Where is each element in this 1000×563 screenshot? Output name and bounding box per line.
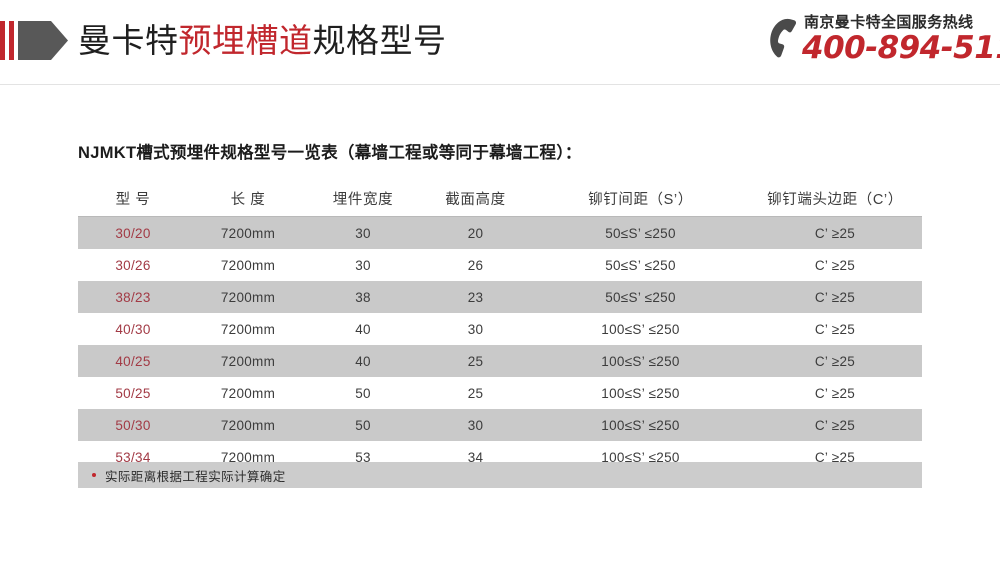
cell-edge: C’ ≥25: [748, 313, 922, 345]
table-body: 30/20 7200mm 30 20 50≤S’ ≤250 C’ ≥25 30/…: [78, 216, 922, 474]
page-title-highlight: 预埋槽道: [178, 22, 313, 59]
header-divider: [0, 84, 1000, 85]
table-row: 30/26 7200mm 30 26 50≤S’ ≤250 C’ ≥25: [78, 249, 922, 281]
hotline-block: 南京曼卡特全国服务热线 400-894-5118: [766, 10, 1000, 68]
cell-spacing: 100≤S’ ≤250: [533, 377, 748, 409]
hotline-number: 400-894-5118: [802, 30, 1000, 66]
cell-length: 7200mm: [188, 216, 308, 249]
cell-spacing: 50≤S’ ≤250: [533, 281, 748, 313]
cell-spacing: 100≤S’ ≤250: [533, 345, 748, 377]
cell-length: 7200mm: [188, 409, 308, 441]
table-row: 50/30 7200mm 50 30 100≤S’ ≤250 C’ ≥25: [78, 409, 922, 441]
footnote-band: 实际距离根据工程实际计算确定: [78, 462, 922, 488]
cell-edge: C’ ≥25: [748, 409, 922, 441]
cell-model: 30/26: [78, 249, 188, 281]
cell-edge: C’ ≥25: [748, 216, 922, 249]
cell-spacing: 50≤S’ ≤250: [533, 216, 748, 249]
cell-model: 40/30: [78, 313, 188, 345]
cell-width: 30: [308, 216, 418, 249]
cell-edge: C’ ≥25: [748, 377, 922, 409]
cell-model: 40/25: [78, 345, 188, 377]
logo-red-bar-2: [9, 21, 14, 60]
logo-gap-2: [14, 21, 18, 60]
page-title-prefix: 曼卡特: [78, 22, 179, 59]
cell-width: 40: [308, 345, 418, 377]
cell-length: 7200mm: [188, 281, 308, 313]
page-title: 曼卡特预埋槽道规格型号: [78, 20, 447, 62]
page-header: 曼卡特预埋槽道规格型号 南京曼卡特全国服务热线 400-894-5118: [0, 0, 1000, 85]
table-row: 30/20 7200mm 30 20 50≤S’ ≤250 C’ ≥25: [78, 216, 922, 249]
page-title-suffix: 规格型号: [312, 22, 447, 59]
cell-model: 30/20: [78, 216, 188, 249]
column-header-width: 埋件宽度: [308, 180, 418, 217]
cell-height: 30: [418, 409, 533, 441]
table-row: 40/30 7200mm 40 30 100≤S’ ≤250 C’ ≥25: [78, 313, 922, 345]
cell-length: 7200mm: [188, 313, 308, 345]
cell-width: 38: [308, 281, 418, 313]
table-header-row: 型 号 长 度 埋件宽度 截面高度 铆钉间距（S’） 铆钉端头边距（C’）: [78, 180, 922, 217]
column-header-spacing: 铆钉间距（S’）: [533, 180, 748, 217]
cell-height: 26: [418, 249, 533, 281]
cell-model: 50/30: [78, 409, 188, 441]
table-caption: NJMKT槽式预埋件规格型号一览表（幕墙工程或等同于幕墙工程）：: [78, 144, 582, 162]
cell-length: 7200mm: [188, 345, 308, 377]
table-row: 40/25 7200mm 40 25 100≤S’ ≤250 C’ ≥25: [78, 345, 922, 377]
red-dot-icon: [92, 473, 96, 477]
arrow-logo-icon: [18, 21, 68, 60]
column-header-height: 截面高度: [418, 180, 533, 217]
cell-spacing: 100≤S’ ≤250: [533, 313, 748, 345]
footnote-text: 实际距离根据工程实际计算确定: [105, 469, 286, 484]
cell-width: 40: [308, 313, 418, 345]
cell-edge: C’ ≥25: [748, 345, 922, 377]
spec-table: 型 号 长 度 埋件宽度 截面高度 铆钉间距（S’） 铆钉端头边距（C’） 30…: [78, 180, 922, 474]
column-header-edge: 铆钉端头边距（C’）: [748, 180, 922, 217]
cell-height: 20: [418, 216, 533, 249]
cell-model: 38/23: [78, 281, 188, 313]
cell-length: 7200mm: [188, 249, 308, 281]
cell-height: 25: [418, 345, 533, 377]
table-row: 38/23 7200mm 38 23 50≤S’ ≤250 C’ ≥25: [78, 281, 922, 313]
hotline-label: 南京曼卡特全国服务热线: [804, 14, 974, 31]
cell-width: 50: [308, 377, 418, 409]
cell-edge: C’ ≥25: [748, 281, 922, 313]
cell-height: 30: [418, 313, 533, 345]
column-header-model: 型 号: [78, 180, 188, 217]
cell-width: 30: [308, 249, 418, 281]
logo-red-bar-1: [0, 21, 5, 60]
cell-spacing: 100≤S’ ≤250: [533, 409, 748, 441]
cell-length: 7200mm: [188, 377, 308, 409]
cell-model: 50/25: [78, 377, 188, 409]
cell-height: 23: [418, 281, 533, 313]
column-header-length: 长 度: [188, 180, 308, 217]
table-row: 50/25 7200mm 50 25 100≤S’ ≤250 C’ ≥25: [78, 377, 922, 409]
cell-spacing: 50≤S’ ≤250: [533, 249, 748, 281]
cell-edge: C’ ≥25: [748, 249, 922, 281]
logo-gap: [5, 21, 9, 60]
cell-width: 50: [308, 409, 418, 441]
brand-logo: [0, 21, 68, 60]
cell-height: 25: [418, 377, 533, 409]
telephone-handset-icon: [770, 18, 797, 58]
